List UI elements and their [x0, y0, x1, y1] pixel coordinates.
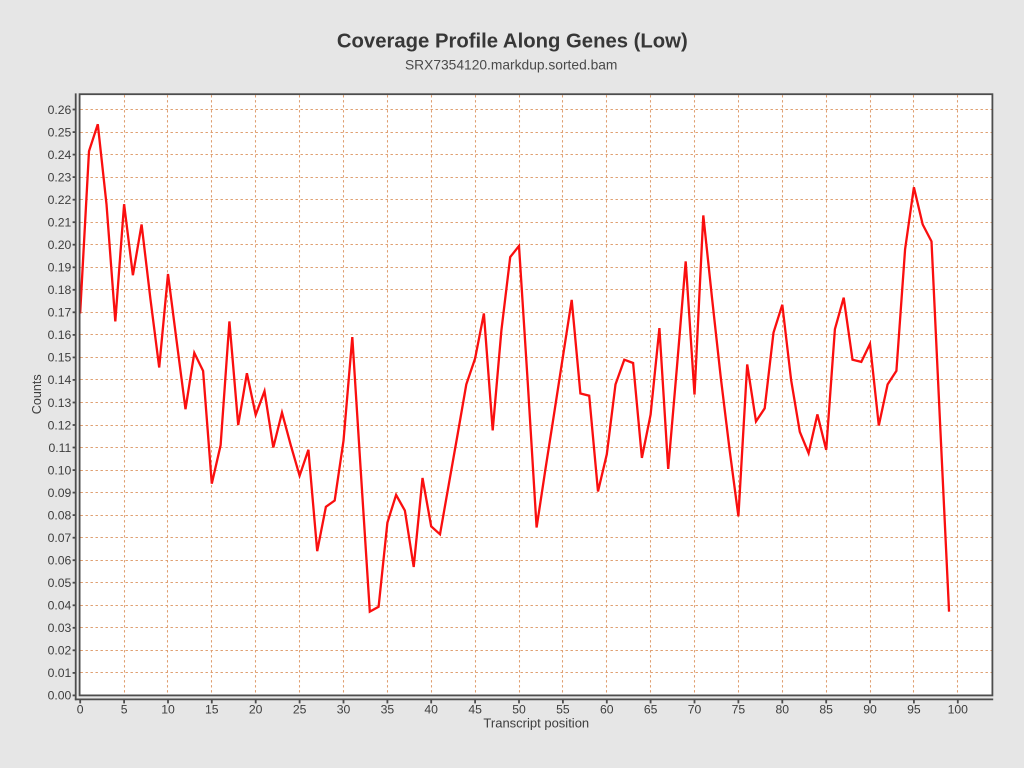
- svg-text:25: 25: [293, 703, 307, 717]
- svg-text:0.26: 0.26: [48, 103, 72, 117]
- svg-text:0.05: 0.05: [48, 576, 72, 590]
- svg-text:65: 65: [644, 703, 658, 717]
- svg-text:40: 40: [424, 703, 438, 717]
- svg-text:0.02: 0.02: [48, 644, 72, 658]
- svg-text:0.17: 0.17: [48, 306, 72, 320]
- svg-text:95: 95: [907, 703, 921, 717]
- svg-text:Counts: Counts: [30, 374, 44, 414]
- svg-text:45: 45: [468, 703, 482, 717]
- svg-text:10: 10: [161, 703, 175, 717]
- svg-text:0.25: 0.25: [48, 125, 72, 139]
- svg-text:0.15: 0.15: [48, 351, 72, 365]
- svg-text:0.09: 0.09: [48, 486, 72, 500]
- svg-text:0.03: 0.03: [48, 621, 72, 635]
- svg-text:0.08: 0.08: [48, 508, 72, 522]
- svg-text:5: 5: [121, 703, 128, 717]
- svg-text:0.22: 0.22: [48, 193, 72, 207]
- svg-text:0.16: 0.16: [48, 328, 72, 342]
- svg-text:0.00: 0.00: [48, 689, 72, 703]
- svg-text:55: 55: [556, 703, 570, 717]
- svg-text:80: 80: [776, 703, 790, 717]
- svg-text:0: 0: [77, 703, 84, 717]
- svg-text:Transcript position: Transcript position: [483, 715, 589, 730]
- svg-text:30: 30: [337, 703, 351, 717]
- svg-text:0.04: 0.04: [48, 599, 72, 613]
- svg-text:35: 35: [381, 703, 395, 717]
- svg-text:20: 20: [249, 703, 263, 717]
- svg-text:0.14: 0.14: [48, 373, 72, 387]
- svg-text:0.20: 0.20: [48, 238, 72, 252]
- svg-text:0.19: 0.19: [48, 261, 72, 275]
- svg-text:0.23: 0.23: [48, 170, 72, 184]
- svg-text:0.24: 0.24: [48, 148, 72, 162]
- svg-text:0.10: 0.10: [48, 463, 72, 477]
- svg-text:0.11: 0.11: [48, 441, 71, 455]
- svg-text:60: 60: [600, 703, 614, 717]
- svg-text:0.12: 0.12: [48, 418, 72, 432]
- svg-text:0.13: 0.13: [48, 396, 72, 410]
- svg-text:70: 70: [688, 703, 702, 717]
- svg-text:0.07: 0.07: [48, 531, 72, 545]
- svg-text:0.21: 0.21: [48, 216, 72, 230]
- svg-text:0.06: 0.06: [48, 554, 72, 568]
- svg-text:50: 50: [512, 703, 526, 717]
- svg-text:Coverage Profile Along Genes (: Coverage Profile Along Genes (Low): [337, 31, 688, 53]
- svg-text:15: 15: [205, 703, 219, 717]
- svg-text:85: 85: [819, 703, 833, 717]
- svg-text:SRX7354120.markdup.sorted.bam: SRX7354120.markdup.sorted.bam: [405, 58, 617, 73]
- svg-text:0.01: 0.01: [48, 666, 72, 680]
- svg-text:0.18: 0.18: [48, 283, 72, 297]
- svg-text:100: 100: [948, 703, 969, 717]
- svg-text:75: 75: [732, 703, 746, 717]
- svg-text:90: 90: [863, 703, 877, 717]
